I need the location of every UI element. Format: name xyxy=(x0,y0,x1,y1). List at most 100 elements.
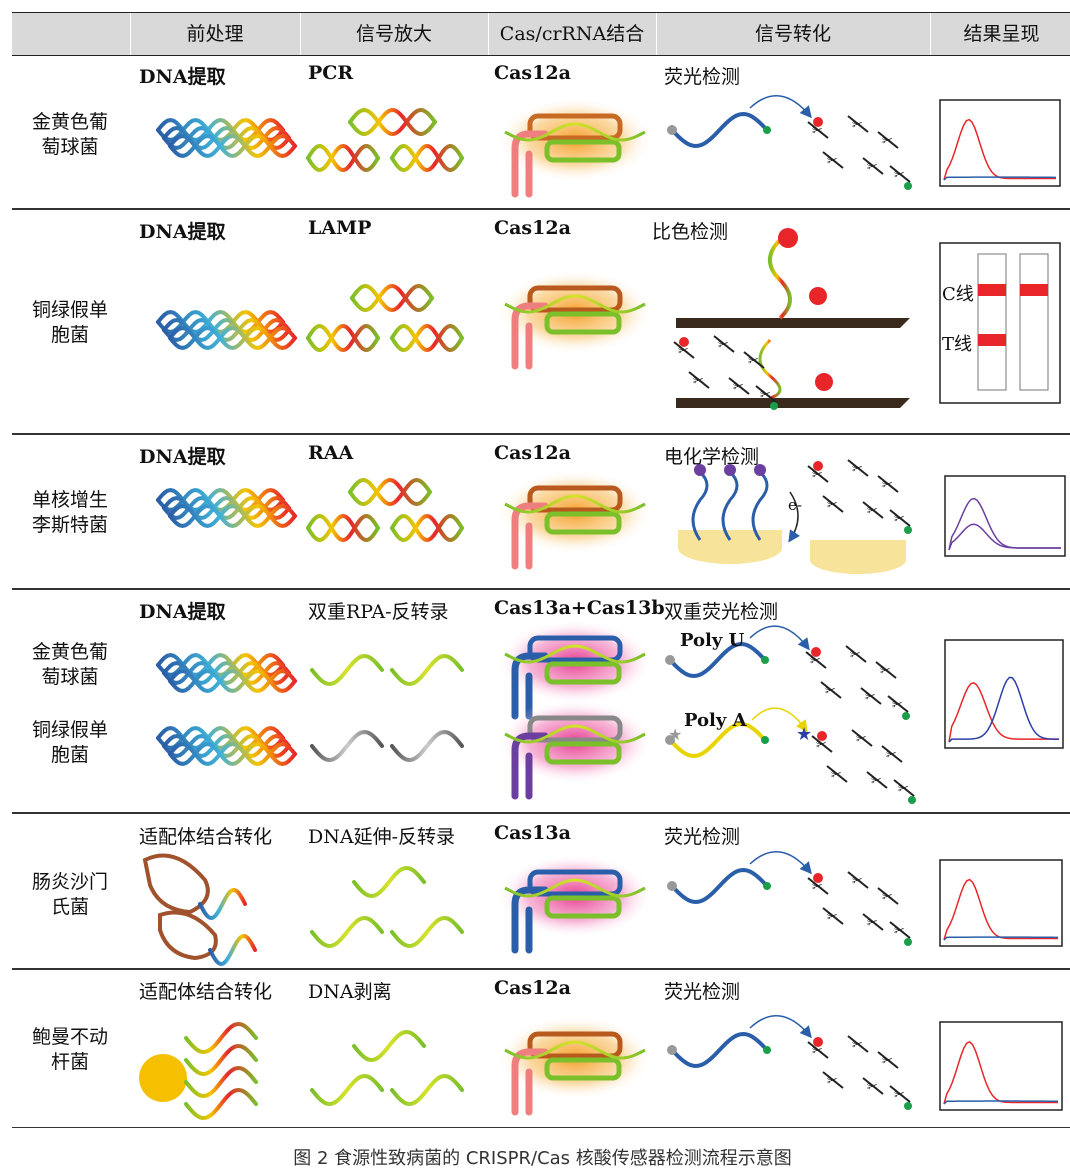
cas-protein-top xyxy=(527,715,623,743)
cleaved-fragment xyxy=(862,913,884,931)
signal-label: 电化学检测 xyxy=(664,446,760,468)
reaction-arrow xyxy=(749,1015,812,1039)
dna-strand xyxy=(162,660,291,686)
fluorescent-reporter xyxy=(670,1031,769,1069)
released-quencher xyxy=(904,1102,912,1110)
scissors-icon: ✂ xyxy=(816,738,827,753)
cleaved-fragment xyxy=(862,157,884,175)
aptamer-strand xyxy=(184,1043,258,1077)
dna-strand xyxy=(156,652,285,678)
scissors-icon: ✂ xyxy=(812,1044,823,1059)
cleaved-fragment xyxy=(877,131,899,149)
scissors-icon: ✂ xyxy=(867,916,878,931)
signal-label: 双重荧光检测 xyxy=(664,601,779,623)
cas-protein-top xyxy=(527,485,623,513)
stripped-dna xyxy=(310,1073,384,1107)
pretreatment-label: DNA提取 xyxy=(139,601,226,623)
cleaved-fragment xyxy=(805,651,827,669)
dna-strand xyxy=(168,503,297,529)
aptamer-strand xyxy=(184,1021,258,1055)
scissors-icon: ✂ xyxy=(850,648,861,663)
amplicon xyxy=(390,143,464,172)
row-divider xyxy=(12,433,1070,435)
scissors-icon: ✂ xyxy=(865,690,876,705)
scissors-icon: ✂ xyxy=(812,880,823,895)
header-pretreatment: 前处理 xyxy=(186,23,244,45)
released-quencher xyxy=(908,796,916,804)
cas-label: Cas13a+Cas13b xyxy=(494,597,665,619)
amplification-label: DNA剥离 xyxy=(308,981,392,1003)
cas-protein-top xyxy=(527,869,623,897)
dna-strand xyxy=(168,741,297,767)
result-plot-frame xyxy=(939,99,1061,187)
cas-label: Cas12a xyxy=(494,217,571,239)
pathogen-name: 金黄色葡 萄球菌 xyxy=(31,641,108,688)
scissors-icon: ✂ xyxy=(827,154,838,169)
cleaved-fragment xyxy=(811,735,833,753)
amplicon xyxy=(348,477,432,506)
scissors-icon: ✂ xyxy=(852,1038,863,1053)
result-curve xyxy=(943,936,1059,941)
released-quencher xyxy=(770,402,778,410)
scissors-icon: ✂ xyxy=(892,698,903,713)
target-strand xyxy=(504,878,646,898)
scissors-icon: ✂ xyxy=(718,338,729,353)
header-signal-transduction: 信号转化 xyxy=(754,23,831,45)
reaction-arrow xyxy=(749,95,812,119)
cleaved-fragment xyxy=(847,871,869,889)
released-quencher xyxy=(904,938,912,946)
rna-amplicon xyxy=(310,653,384,687)
header-amplification: 信号放大 xyxy=(355,23,432,45)
free-probe xyxy=(758,338,782,400)
cleaved-fragment xyxy=(755,385,777,403)
cleaved-fragment xyxy=(826,765,848,783)
amplicon xyxy=(306,513,380,542)
rna-amplicon xyxy=(390,653,464,687)
crrna-body xyxy=(544,511,622,535)
pretreatment-label: 适配体结合转化 xyxy=(139,826,273,848)
electron-arrow xyxy=(788,491,800,543)
pathogen-name: 金黄色葡 萄球菌 xyxy=(31,111,108,158)
signal-label: 比色检测 xyxy=(652,221,729,243)
crrna-body xyxy=(544,661,622,685)
amplicon xyxy=(350,284,434,313)
released-fluorophore xyxy=(811,647,821,657)
amplicon xyxy=(306,324,380,353)
scissors-icon: ✂ xyxy=(733,380,744,395)
aptamer-loop xyxy=(158,910,218,961)
amplification-label: PCR xyxy=(308,62,354,84)
pathogen-name: 鲍曼不动 杆菌 xyxy=(31,1026,108,1073)
result-curve xyxy=(948,682,1059,743)
cas-label: Cas12a xyxy=(494,977,571,999)
amplification-label: 双重RPA-反转录 xyxy=(308,601,449,623)
dna-strand xyxy=(168,133,297,159)
cas-protein-top xyxy=(527,1031,623,1059)
released-fluorophore xyxy=(813,461,823,471)
cleaved-fragment xyxy=(866,771,888,789)
row-divider xyxy=(12,812,1070,814)
c-line-band xyxy=(978,284,1006,296)
fluorophore-dot xyxy=(761,736,769,744)
dna-strand xyxy=(168,325,297,351)
scissors-icon: ✂ xyxy=(894,168,905,183)
row-divider xyxy=(12,588,1070,590)
extension-product xyxy=(310,915,384,949)
rna-amplicon xyxy=(390,729,464,763)
pretreatment-label: DNA提取 xyxy=(139,221,226,243)
quencher-dot xyxy=(667,881,677,891)
amplification-label: DNA延伸-反转录 xyxy=(308,826,455,848)
signal-label: 荧光检测 xyxy=(664,66,741,88)
dna-strand xyxy=(168,133,297,159)
scissors-icon: ✂ xyxy=(898,782,909,797)
cas-protein-top xyxy=(527,285,623,313)
aptamer-tail xyxy=(208,933,257,967)
scissors-icon: ✂ xyxy=(831,768,842,783)
amplification-label: RAA xyxy=(308,442,354,464)
dna-strand xyxy=(168,741,297,767)
cleaved-fragment xyxy=(881,745,903,763)
signal-label: 荧光检测 xyxy=(664,981,741,1003)
redox-label xyxy=(754,464,766,476)
polya-reporter xyxy=(668,721,767,759)
dna-strand xyxy=(162,733,291,759)
aptamer-strand xyxy=(184,1065,258,1099)
